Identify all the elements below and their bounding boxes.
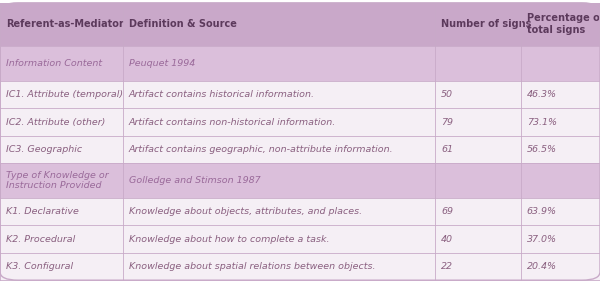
Bar [123, 198, 435, 226]
Bar [123, 108, 435, 136]
Text: Number of signs: Number of signs [441, 19, 532, 29]
Bar [0, 81, 123, 108]
Text: Referent-as-Mediator: Referent-as-Mediator [6, 19, 124, 29]
Bar [521, 163, 600, 198]
Text: Definition & Source: Definition & Source [129, 19, 237, 29]
Text: K1. Declarative: K1. Declarative [6, 207, 79, 216]
Bar [435, 226, 521, 253]
Text: 50: 50 [441, 90, 453, 99]
Bar [521, 81, 600, 108]
Bar [0, 108, 123, 136]
Bar [123, 3, 435, 46]
Bar [521, 226, 600, 253]
Text: Knowledge about spatial relations between objects.: Knowledge about spatial relations betwee… [129, 262, 376, 271]
Text: 20.4%: 20.4% [527, 262, 557, 271]
Bar [435, 108, 521, 136]
Bar [0, 3, 123, 46]
Text: Artifact contains historical information.: Artifact contains historical information… [129, 90, 315, 99]
Text: 37.0%: 37.0% [527, 235, 557, 244]
Bar [123, 163, 435, 198]
Bar [123, 136, 435, 163]
Text: 61: 61 [441, 145, 453, 154]
Bar [521, 108, 600, 136]
Bar [521, 3, 600, 46]
Text: Artifact contains non-historical information.: Artifact contains non-historical informa… [129, 117, 336, 127]
Text: Knowledge about how to complete a task.: Knowledge about how to complete a task. [129, 235, 329, 244]
Bar [521, 198, 600, 226]
Bar [435, 163, 521, 198]
Bar [123, 253, 435, 280]
Text: Peuquet 1994: Peuquet 1994 [129, 59, 195, 68]
Text: Percentage of
total signs: Percentage of total signs [527, 13, 600, 35]
Text: IC3. Geographic: IC3. Geographic [6, 145, 82, 154]
Text: 63.9%: 63.9% [527, 207, 557, 216]
Text: 69: 69 [441, 207, 453, 216]
Text: K2. Procedural: K2. Procedural [6, 235, 75, 244]
Bar [123, 81, 435, 108]
Bar [0, 253, 123, 280]
Bar [123, 46, 435, 81]
Text: 22: 22 [441, 262, 453, 271]
Text: 79: 79 [441, 117, 453, 127]
Text: 46.3%: 46.3% [527, 90, 557, 99]
Text: K3. Configural: K3. Configural [6, 262, 73, 271]
Bar [435, 253, 521, 280]
Text: Knowledge about objects, attributes, and places.: Knowledge about objects, attributes, and… [129, 207, 362, 216]
Text: 73.1%: 73.1% [527, 117, 557, 127]
Bar [521, 136, 600, 163]
Text: 40: 40 [441, 235, 453, 244]
Text: IC1. Attribute (temporal): IC1. Attribute (temporal) [6, 90, 123, 99]
Bar [435, 198, 521, 226]
Bar [435, 136, 521, 163]
Bar [0, 136, 123, 163]
Bar [435, 3, 521, 46]
Text: IC2. Attribute (other): IC2. Attribute (other) [6, 117, 106, 127]
Bar [0, 163, 123, 198]
Text: 56.5%: 56.5% [527, 145, 557, 154]
Bar [435, 81, 521, 108]
Bar [0, 226, 123, 253]
Text: Artifact contains geographic, non-attribute information.: Artifact contains geographic, non-attrib… [129, 145, 394, 154]
Bar [521, 253, 600, 280]
Bar [521, 46, 600, 81]
Text: Type of Knowledge or
Instruction Provided: Type of Knowledge or Instruction Provide… [6, 171, 109, 190]
Bar [0, 198, 123, 226]
Text: Information Content: Information Content [6, 59, 102, 68]
Bar [435, 46, 521, 81]
Bar [123, 226, 435, 253]
Bar [0, 46, 123, 81]
Text: Golledge and Stimson 1987: Golledge and Stimson 1987 [129, 176, 260, 185]
